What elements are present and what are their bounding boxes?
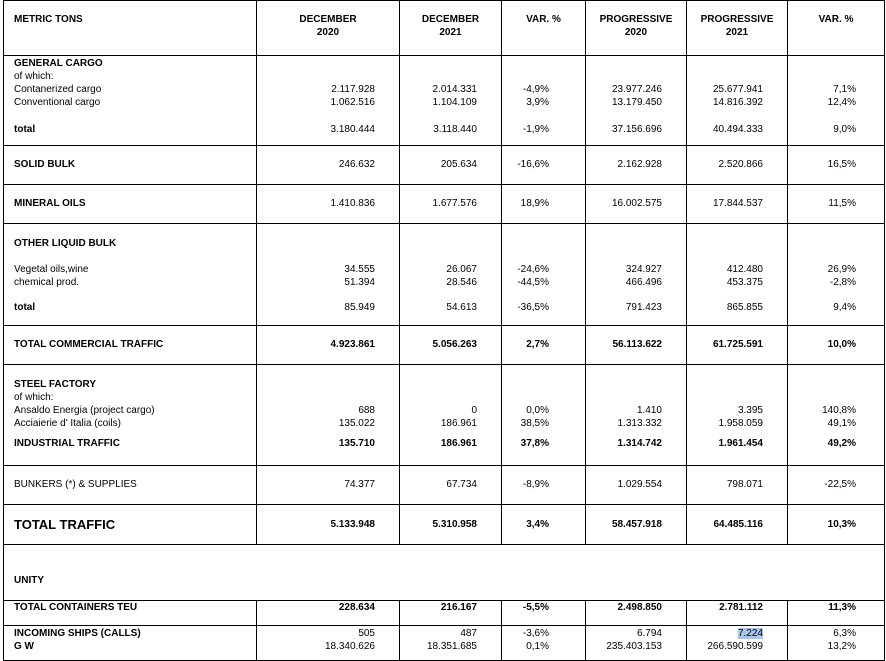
ships-d20: 505 18.340.626 [256,625,400,661]
solid-bulk-d20: 246.632 [256,145,400,185]
bunkers-p21: 798.071 [686,465,788,505]
other-liquid-d21: 26.067 28.546 54.613 [399,223,502,326]
bunkers-d20: 74.377 [256,465,400,505]
other-liquid-d20: 34.555 51.394 85.949 [256,223,400,326]
traffic-table: METRIC TONS DECEMBER 2020 DECEMBER 2021 VA… [3,0,885,661]
bunkers-row: BUNKERS (*) & SUPPLIES 74.377 67.734 -8,… [3,465,885,505]
other-liquid-section: OTHER LIQUID BULK Vegetal oils,wine chem… [3,223,885,326]
unity-spacer [3,588,885,601]
solid-bulk-p21: 2.520.866 [686,145,788,185]
total-traffic-v1: 3,4% [501,504,586,545]
steel-v2: 140,8% 49,1% 49,2% [787,364,885,466]
general-cargo-d21: 2.014.331 1.104.109 3.118.440 [399,55,502,146]
mineral-oils-d20: 1.410.836 [256,184,400,224]
mineral-oils-label: MINERAL OILS [3,184,257,224]
total-traffic-v2: 10,3% [787,504,885,545]
total-commercial-v2: 10,0% [787,325,885,365]
ships-row: INCOMING SHIPS (CALLS) G W 505 18.340.626 … [3,625,885,661]
teu-p21: 2.781.112 [686,600,788,626]
total-commercial-row: TOTAL COMMERCIAL TRAFFIC 4.923.861 5.056… [3,325,885,365]
other-liquid-v2: 26,9% -2,8% 9,4% [787,223,885,326]
general-cargo-p21: 25.677.941 14.816.392 40.494.333 [686,55,788,146]
solid-bulk-v2: 16,5% [787,145,885,185]
header-prog2021: PROGRESSIVE 2021 [686,0,788,56]
steel-p21: 3.395 1.958.059 1.961.454 [686,364,788,466]
general-cargo-d20: 2.117.928 1.062.516 3.180.444 [256,55,400,146]
ships-p21: 7.224 266.590.599 [686,625,788,661]
header-metric: METRIC TONS [3,0,257,56]
solid-bulk-v1: -16,6% [501,145,586,185]
solid-bulk-label: SOLID BULK [3,145,257,185]
total-traffic-row: TOTAL TRAFFIC 5.133.948 5.310.958 3,4% 5… [3,504,885,545]
mineral-oils-row: MINERAL OILS 1.410.836 1.677.576 18,9% 1… [3,184,885,224]
general-cargo-v2: 7,1% 12,4% 9,0% [787,55,885,146]
selected-text-highlight[interactable]: 7.224 [737,628,763,639]
total-traffic-p20: 58.457.918 [585,504,687,545]
steel-p20: 1.410 1.313.332 1.314.742 [585,364,687,466]
total-traffic-label: TOTAL TRAFFIC [3,504,257,545]
teu-label: TOTAL CONTAINERS TEU [3,600,257,626]
solid-bulk-d21: 205.634 [399,145,502,185]
other-liquid-labels: OTHER LIQUID BULK Vegetal oils,wine chem… [3,223,257,326]
spacer-row [3,544,885,575]
general-cargo-labels: GENERAL CARGO of which: Contanerized car… [3,55,257,146]
total-commercial-d21: 5.056.263 [399,325,502,365]
ships-d21: 487 18.351.685 [399,625,502,661]
steel-d20: 688 135.022 135.710 [256,364,400,466]
header-dec2021: DECEMBER 2021 [399,0,502,56]
steel-d21: 0 186.961 186.961 [399,364,502,466]
total-commercial-d20: 4.923.861 [256,325,400,365]
mineral-oils-p20: 16.002.575 [585,184,687,224]
ships-v1: -3,6% 0,1% [501,625,586,661]
header-prog2020: PROGRESSIVE 2020 [585,0,687,56]
total-traffic-p21: 64.485.116 [686,504,788,545]
teu-d20: 228.634 [256,600,400,626]
teu-v1: -5,5% [501,600,586,626]
solid-bulk-row: SOLID BULK 246.632 205.634 -16,6% 2.162.… [3,145,885,185]
steel-v1: 0,0% 38,5% 37,8% [501,364,586,466]
mineral-oils-d21: 1.677.576 [399,184,502,224]
header-dec2020: DECEMBER 2020 [256,0,400,56]
mineral-oils-v1: 18,9% [501,184,586,224]
teu-v2: 11,3% [787,600,885,626]
general-cargo-section: GENERAL CARGO of which: Contanerized car… [3,55,885,146]
bunkers-label: BUNKERS (*) & SUPPLIES [3,465,257,505]
teu-d21: 216.167 [399,600,502,626]
bunkers-d21: 67.734 [399,465,502,505]
general-cargo-p20: 23.977.246 13.179.450 37.156.696 [585,55,687,146]
header-row: METRIC TONS DECEMBER 2020 DECEMBER 2021 VA… [3,0,885,56]
steel-labels: STEEL FACTORY of which: Ansaldo Energia … [3,364,257,466]
unity-label: UNITY [3,574,885,589]
header-var1: VAR. % [501,0,586,56]
teu-p20: 2.498.850 [585,600,687,626]
ships-labels: INCOMING SHIPS (CALLS) G W [3,625,257,661]
other-liquid-v1: -24,6% -44,5% -36,5% [501,223,586,326]
mineral-oils-v2: 11,5% [787,184,885,224]
solid-bulk-p20: 2.162.928 [585,145,687,185]
teu-row: TOTAL CONTAINERS TEU 228.634 216.167 -5,… [3,600,885,626]
ships-p20: 6.794 235.403.153 [585,625,687,661]
unity-row: UNITY [3,574,885,589]
header-var2: VAR. % [787,0,885,56]
traffic-report: METRIC TONS DECEMBER 2020 DECEMBER 2021 VA… [3,0,885,661]
general-cargo-v1: -4,9% 3,9% -1,9% [501,55,586,146]
ships-v2: 6,3% 13,2% [787,625,885,661]
total-commercial-v1: 2,7% [501,325,586,365]
bunkers-v2: -22,5% [787,465,885,505]
total-traffic-d20: 5.133.948 [256,504,400,545]
total-commercial-p21: 61.725.591 [686,325,788,365]
bunkers-v1: -8,9% [501,465,586,505]
total-commercial-p20: 56.113.622 [585,325,687,365]
steel-section: STEEL FACTORY of which: Ansaldo Energia … [3,364,885,466]
other-liquid-p20: 324.927 466.496 791.423 [585,223,687,326]
other-liquid-p21: 412.480 453.375 865.855 [686,223,788,326]
mineral-oils-p21: 17.844.537 [686,184,788,224]
bunkers-p20: 1.029.554 [585,465,687,505]
total-commercial-label: TOTAL COMMERCIAL TRAFFIC [3,325,257,365]
total-traffic-d21: 5.310.958 [399,504,502,545]
